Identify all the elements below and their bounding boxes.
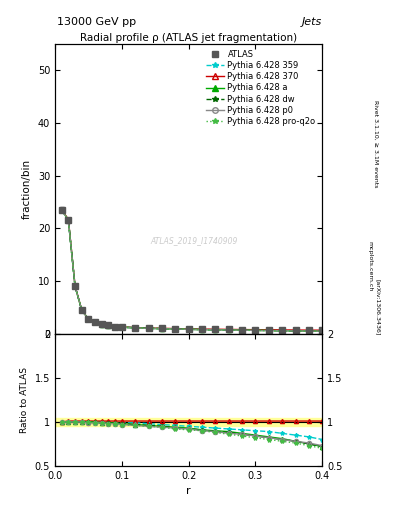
Y-axis label: fraction/bin: fraction/bin <box>22 159 32 219</box>
Y-axis label: Ratio to ATLAS: Ratio to ATLAS <box>20 367 29 433</box>
Title: Radial profile ρ (ATLAS jet fragmentation): Radial profile ρ (ATLAS jet fragmentatio… <box>80 33 297 42</box>
Text: [arXiv:1306.3436]: [arXiv:1306.3436] <box>375 279 380 335</box>
Text: Rivet 3.1.10, ≥ 3.1M events: Rivet 3.1.10, ≥ 3.1M events <box>373 100 378 187</box>
Bar <box>55 417 322 426</box>
Legend: ATLAS, Pythia 6.428 359, Pythia 6.428 370, Pythia 6.428 a, Pythia 6.428 dw, Pyth: ATLAS, Pythia 6.428 359, Pythia 6.428 37… <box>203 48 318 128</box>
Text: Jets: Jets <box>301 16 322 27</box>
Text: 13000 GeV pp: 13000 GeV pp <box>57 16 136 27</box>
Text: mcplots.cern.ch: mcplots.cern.ch <box>367 241 372 291</box>
X-axis label: r: r <box>186 486 191 496</box>
Text: ATLAS_2019_I1740909: ATLAS_2019_I1740909 <box>150 237 238 245</box>
